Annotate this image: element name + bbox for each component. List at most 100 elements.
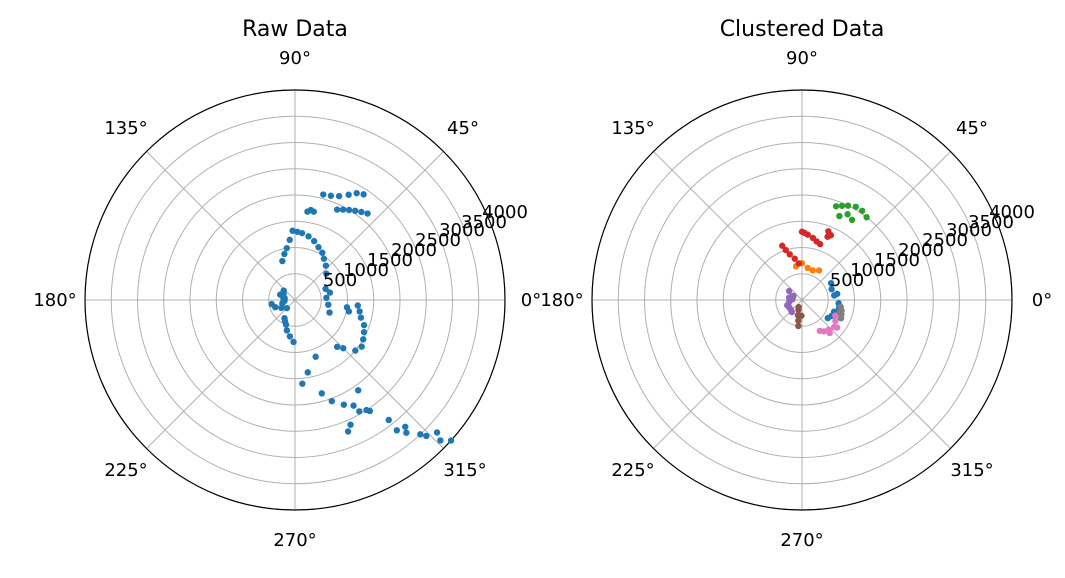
radial-tick-label: 3500 (461, 212, 507, 233)
data-point (826, 329, 833, 337)
data-point (402, 423, 409, 430)
data-point (339, 206, 347, 213)
data-point (322, 262, 330, 269)
data-point (858, 207, 866, 214)
data-point (328, 397, 336, 405)
data-point (791, 255, 798, 262)
data-point (333, 206, 341, 213)
angle-tick-label: 270° (780, 530, 823, 551)
angle-tick-label: 180° (33, 290, 76, 311)
data-point (327, 192, 335, 199)
data-point (323, 270, 330, 277)
data-point (345, 191, 352, 198)
data-point (281, 250, 288, 258)
angular-gridline (653, 151, 803, 301)
data-point (447, 437, 455, 444)
data-point (320, 255, 328, 262)
data-point (848, 216, 856, 224)
radial-tick-label: 500 (323, 270, 357, 291)
angle-tick-label: 270° (273, 530, 316, 551)
angle-tick-label: 135° (611, 118, 654, 139)
angular-gridline (801, 299, 951, 449)
data-point (286, 236, 293, 244)
angle-tick-label: 45° (956, 118, 988, 139)
data-point (417, 431, 424, 438)
data-point (325, 301, 332, 308)
radial-tick-label: 3500 (968, 212, 1014, 233)
data-point (833, 324, 841, 331)
data-point (795, 260, 802, 267)
data-point (304, 369, 311, 376)
data-point (352, 347, 359, 354)
angle-tick-label: 315° (443, 460, 486, 481)
angle-tick-label: 0° (521, 290, 541, 311)
data-point (360, 328, 368, 336)
data-point (345, 206, 353, 214)
data-point (305, 233, 312, 240)
data-point (318, 390, 325, 397)
data-point (782, 246, 789, 254)
angle-tick-label: 225° (104, 460, 147, 481)
radial-tick-label: 2500 (922, 230, 968, 251)
chart-title: Raw Data (242, 17, 348, 42)
data-point (433, 429, 441, 436)
data-point (351, 207, 359, 214)
data-point (283, 327, 291, 334)
angle-tick-label: 180° (540, 290, 583, 311)
angular-gridline (294, 299, 444, 449)
angle-tick-label: 90° (279, 48, 311, 69)
data-point (363, 406, 370, 414)
data-point (340, 401, 348, 408)
data-point (795, 317, 802, 324)
data-point (844, 202, 852, 209)
data-point (299, 380, 306, 387)
angular-gridline (294, 151, 444, 301)
data-point (825, 228, 832, 235)
data-point (358, 343, 365, 350)
data-point (832, 317, 839, 325)
data-point (788, 308, 796, 316)
data-point (344, 428, 352, 435)
data-point (283, 304, 291, 312)
data-point (355, 387, 362, 394)
data-point (798, 312, 805, 319)
data-point (863, 214, 870, 221)
data-point (385, 416, 392, 424)
radial-tick-label: 2500 (415, 230, 461, 251)
data-point (437, 437, 444, 444)
data-point (350, 402, 357, 409)
angle-tick-label: 45° (447, 118, 479, 139)
data-point (790, 292, 797, 300)
radial-tick-label: 4000 (482, 202, 528, 223)
data-point (833, 290, 841, 298)
radial-tick-label: 4000 (989, 202, 1035, 223)
data-point (816, 327, 824, 335)
polar-grid (84, 89, 506, 511)
data-point (319, 249, 326, 256)
data-point (354, 302, 361, 309)
outer-frame (591, 89, 1013, 511)
data-point (827, 280, 835, 287)
data-point (403, 429, 410, 436)
data-point (785, 287, 793, 295)
radial-tick-label: 1500 (367, 250, 413, 271)
data-point (824, 314, 832, 322)
data-point (359, 336, 367, 343)
radial-tick-label: 1500 (874, 250, 920, 271)
data-point (815, 267, 823, 274)
angular-gridline (146, 151, 296, 301)
data-point (322, 285, 329, 293)
data-point (279, 257, 286, 265)
angular-gridline (653, 299, 803, 449)
radial-tick-label: 2000 (898, 240, 944, 261)
scatter-points (268, 189, 455, 444)
data-point (289, 227, 296, 234)
data-point (345, 308, 353, 315)
data-point (290, 338, 297, 346)
data-point (333, 343, 341, 351)
radial-tick-label: 1000 (343, 260, 389, 281)
raw-data-panel: Raw Data 0° 45° 90° 135° 180° 225° 270° … (33, 17, 541, 551)
data-point (356, 308, 363, 315)
data-point (323, 294, 330, 302)
